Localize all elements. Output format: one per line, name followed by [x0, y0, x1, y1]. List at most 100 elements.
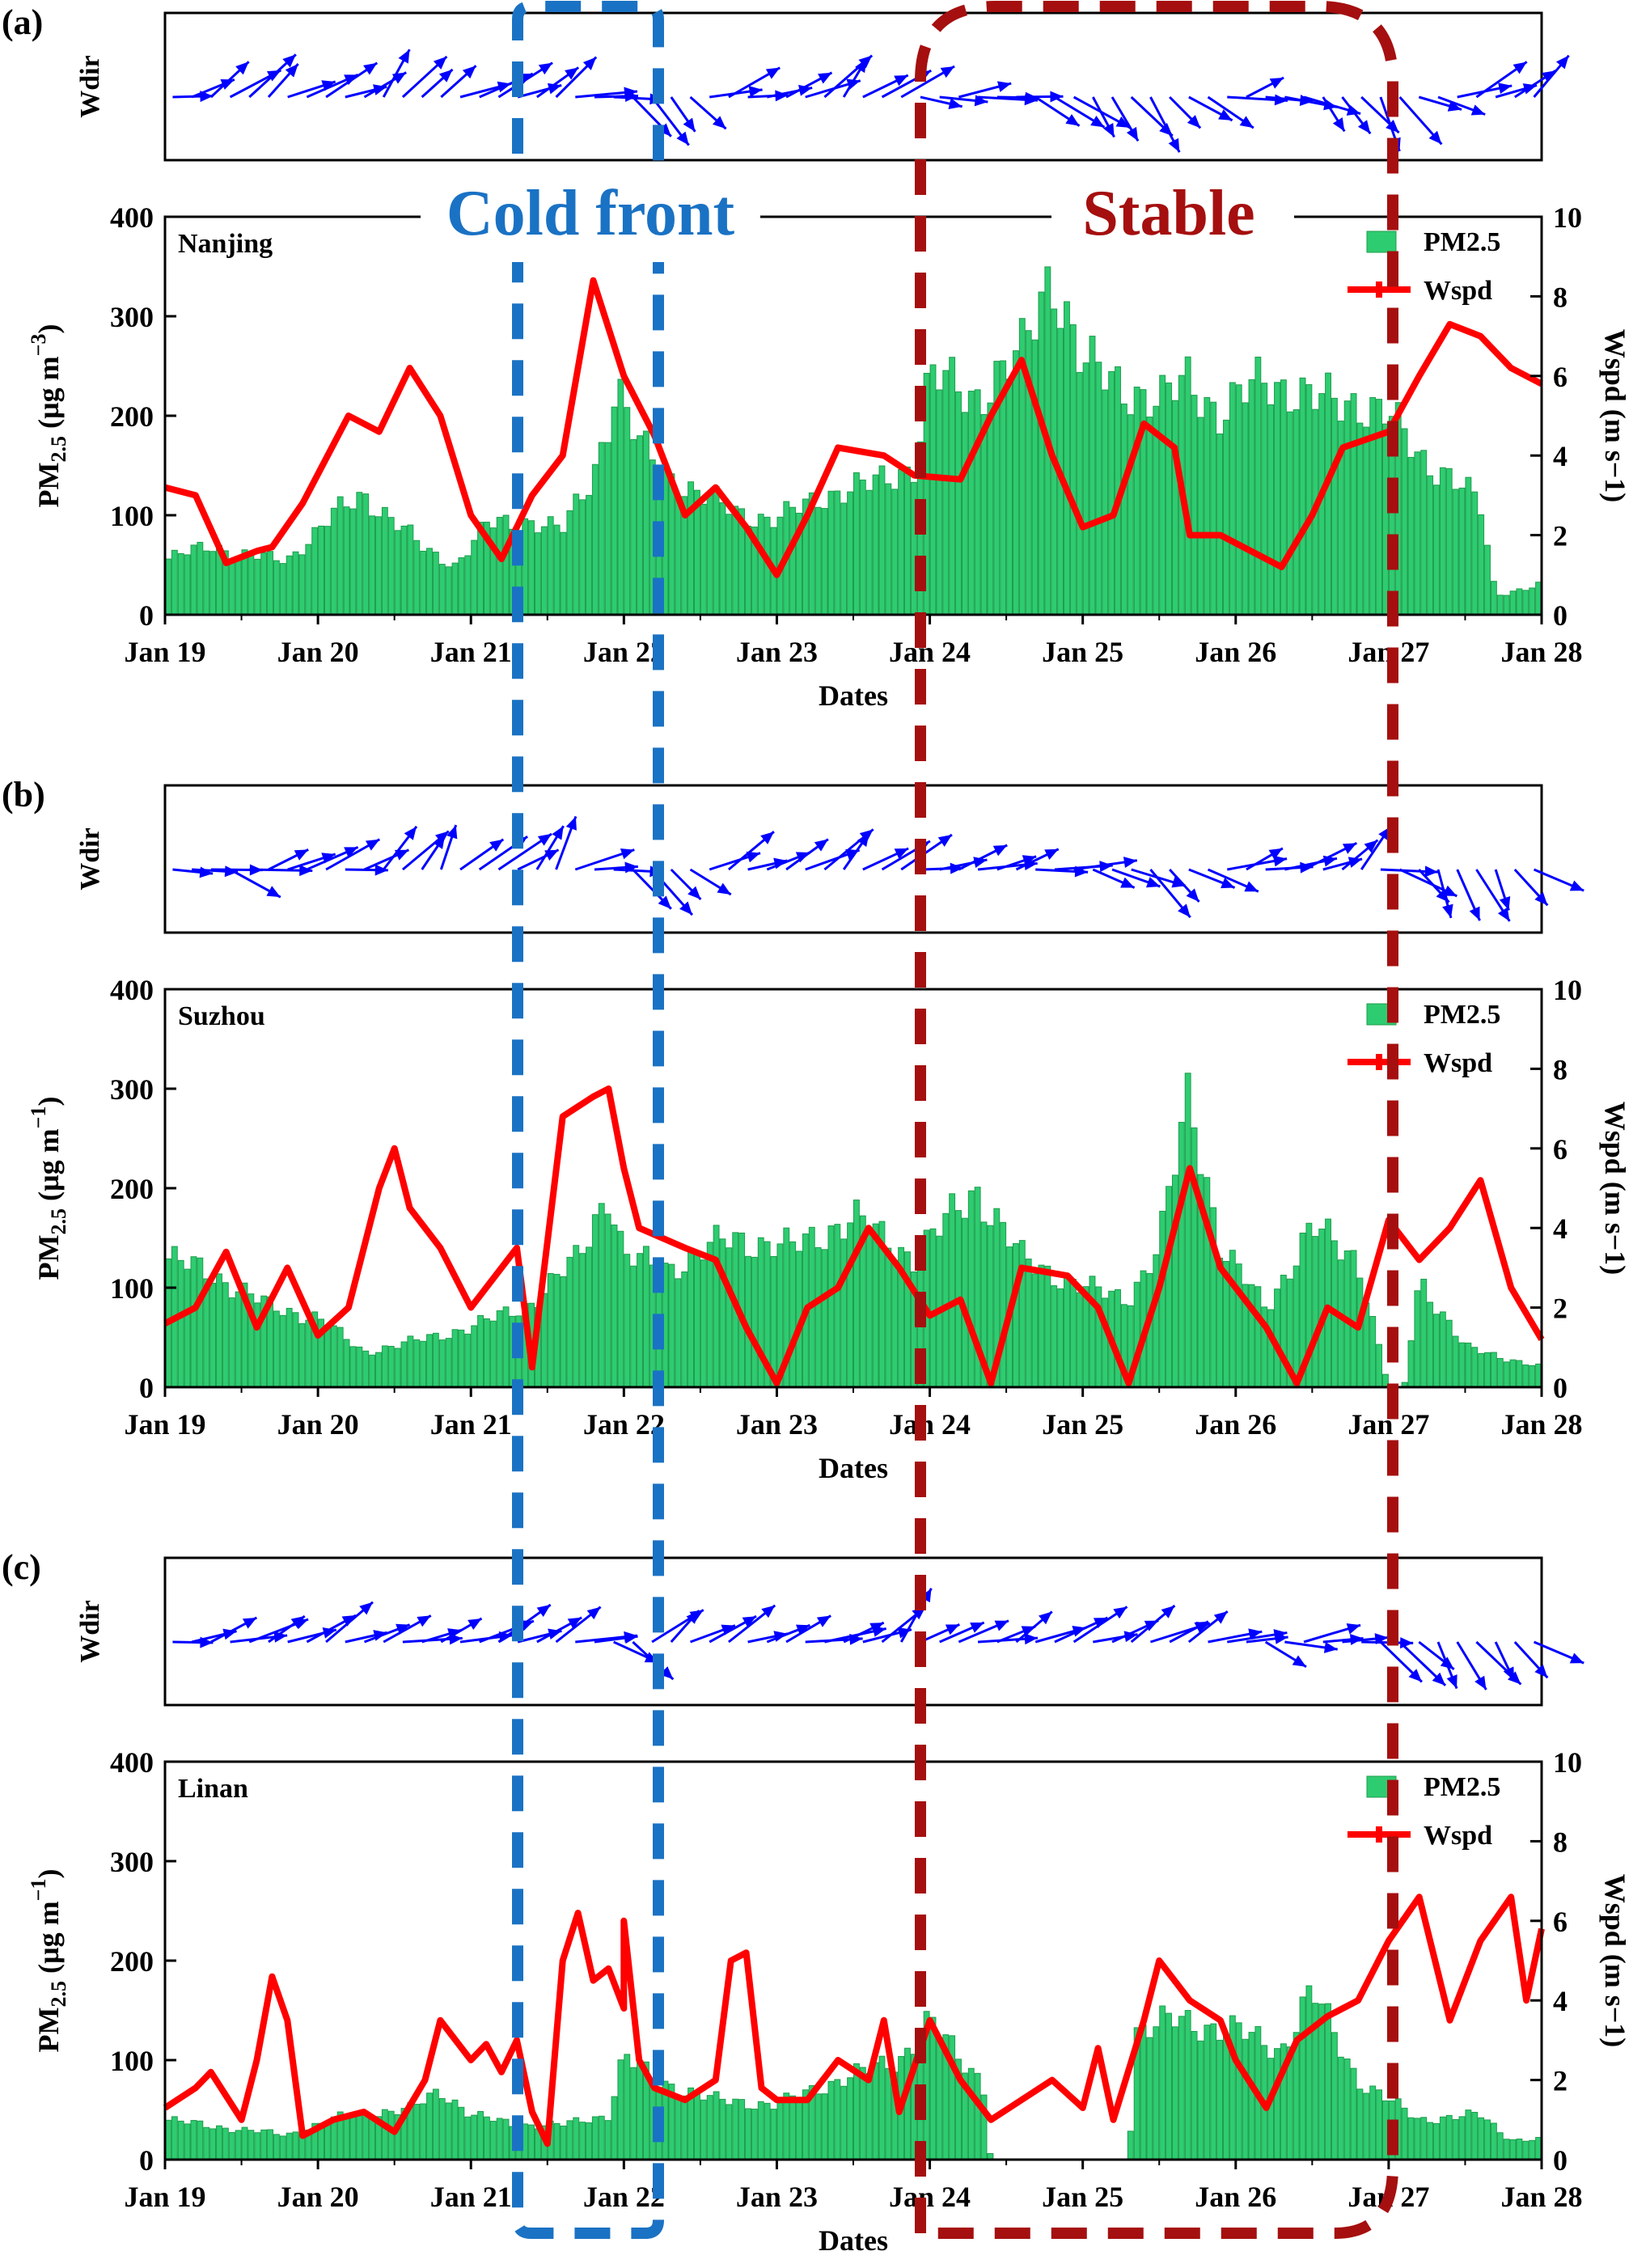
y-axis-label: PM2.5 (µg m−3) [27, 324, 70, 507]
wind-arrow-head [446, 824, 458, 840]
wind-arrow-head [1186, 888, 1199, 902]
pm25-bar [1140, 2025, 1147, 2160]
pm25-bar [745, 2108, 751, 2160]
wind-arrow-head [344, 847, 358, 858]
pm25-bar [859, 479, 866, 616]
x-tick-label: Jan 19 [124, 1408, 205, 1441]
y-tick-label: 100 [110, 1272, 154, 1305]
pm25-bar [203, 2126, 210, 2160]
pm25-bar [222, 2127, 229, 2160]
pm25-bar [967, 2067, 975, 2160]
wind-arrow-head [818, 72, 832, 84]
pm25-bar [1153, 1254, 1160, 1388]
wind-arrow-head [398, 49, 410, 64]
pm25-bar [1286, 411, 1293, 616]
pm25-bar [502, 1306, 510, 1388]
pm25-bar [1343, 400, 1351, 616]
pm25-bar [362, 2111, 370, 2160]
pm25-bar [177, 552, 184, 616]
pm25-bar [617, 379, 624, 616]
y-tick-label: 0 [139, 1372, 154, 1404]
pm25-bar [1420, 450, 1428, 616]
pm25-bar [197, 1257, 204, 1388]
pm25-bar [853, 2063, 860, 2160]
pm25-bar [1038, 291, 1045, 616]
wind-arrow-head [1039, 1611, 1052, 1625]
pm25-bar [362, 1350, 370, 1388]
pm25-bar [1267, 1309, 1275, 1388]
pm25-bar [1261, 383, 1268, 616]
pm25-bar [279, 1314, 286, 1388]
pm25-bar [451, 562, 459, 616]
pm25-bar [553, 524, 561, 616]
pm25-bar [814, 506, 822, 616]
wind-arrow-head [1161, 1606, 1175, 1618]
pm25-bar [438, 1339, 446, 1388]
pm25-bar [209, 1282, 217, 1388]
pm25-bar [642, 430, 649, 616]
pm25-bar [1369, 397, 1377, 616]
pm25-bar [637, 435, 643, 616]
wdir-frame [163, 784, 1543, 934]
wind-arrow-head [1499, 896, 1511, 911]
wind-arrow-head [1123, 857, 1137, 868]
pm25-bar [324, 1327, 331, 1388]
pm25-bar [891, 1259, 899, 1388]
pm25-bar [1439, 2116, 1446, 2160]
wind-arrow-head [1346, 1623, 1361, 1635]
y-axis-label-part: −3 [27, 333, 50, 356]
wind-arrow-head [1248, 1628, 1263, 1640]
pm25-bar [591, 1214, 599, 1388]
wind-arrow-head [433, 835, 446, 849]
pm25-bar [1031, 339, 1039, 616]
pm25-bar [1325, 1218, 1331, 1388]
pm25-bar [1018, 1240, 1026, 1388]
pm25-bar [1356, 1277, 1364, 1388]
pm25-bar [1299, 1996, 1306, 2160]
city-label: Linan [178, 1774, 248, 1804]
pm25-bar [458, 557, 465, 616]
pm25-bar [496, 2118, 503, 2160]
y-tick-label: 0 [139, 599, 154, 632]
wind-arrow-head [537, 833, 552, 846]
x-tick-label: Jan 24 [889, 2181, 971, 2213]
pm25-bar [1076, 371, 1083, 616]
cold-front-label: Cold front [446, 178, 735, 249]
wind-arrow-head [717, 882, 731, 895]
pm25-bar [637, 2062, 643, 2160]
pm25-bar [1178, 1122, 1185, 1388]
pm25-bar [675, 497, 682, 616]
stable-overlay: Stable [915, 1, 1398, 2239]
pm25-bar [407, 524, 414, 616]
pm25-bar [987, 1225, 994, 1388]
pm25-bar [362, 493, 370, 616]
pm25-bar [1006, 379, 1013, 616]
pm25-bar [821, 2093, 828, 2160]
wind-arrow-head [273, 1631, 288, 1643]
pm25-bar [706, 1242, 713, 1388]
city-label: Suzhou [178, 1001, 265, 1031]
wind-arrow-head [242, 1617, 257, 1629]
pm25-bar [197, 541, 204, 616]
wspd-line [163, 277, 1543, 578]
wind-arrow-head [1503, 1666, 1514, 1681]
pm25-bar [1159, 2005, 1166, 2160]
pm25-bar [598, 2115, 605, 2160]
x-tick-label: Jan 20 [277, 2181, 359, 2213]
y-axis-label-part: (µg m [32, 356, 65, 436]
wind-arrow-head [1090, 116, 1105, 128]
wind-arrow-head [1273, 855, 1288, 867]
pm25-bar [445, 1338, 452, 1388]
wind-arrow-head [489, 839, 504, 852]
pm25-bar [776, 2102, 784, 2160]
pm25-bar [381, 506, 388, 616]
pm25-bar [694, 1250, 700, 1388]
pm25-bar [1356, 2088, 1364, 2160]
wind-arrow-head [1050, 91, 1064, 103]
pm25-bar [349, 508, 357, 616]
x-tick-label: Jan 28 [1500, 636, 1582, 668]
pm25-bar [381, 1345, 388, 1388]
wind-arrow-head [404, 826, 417, 840]
pm25-bar [1095, 362, 1102, 616]
